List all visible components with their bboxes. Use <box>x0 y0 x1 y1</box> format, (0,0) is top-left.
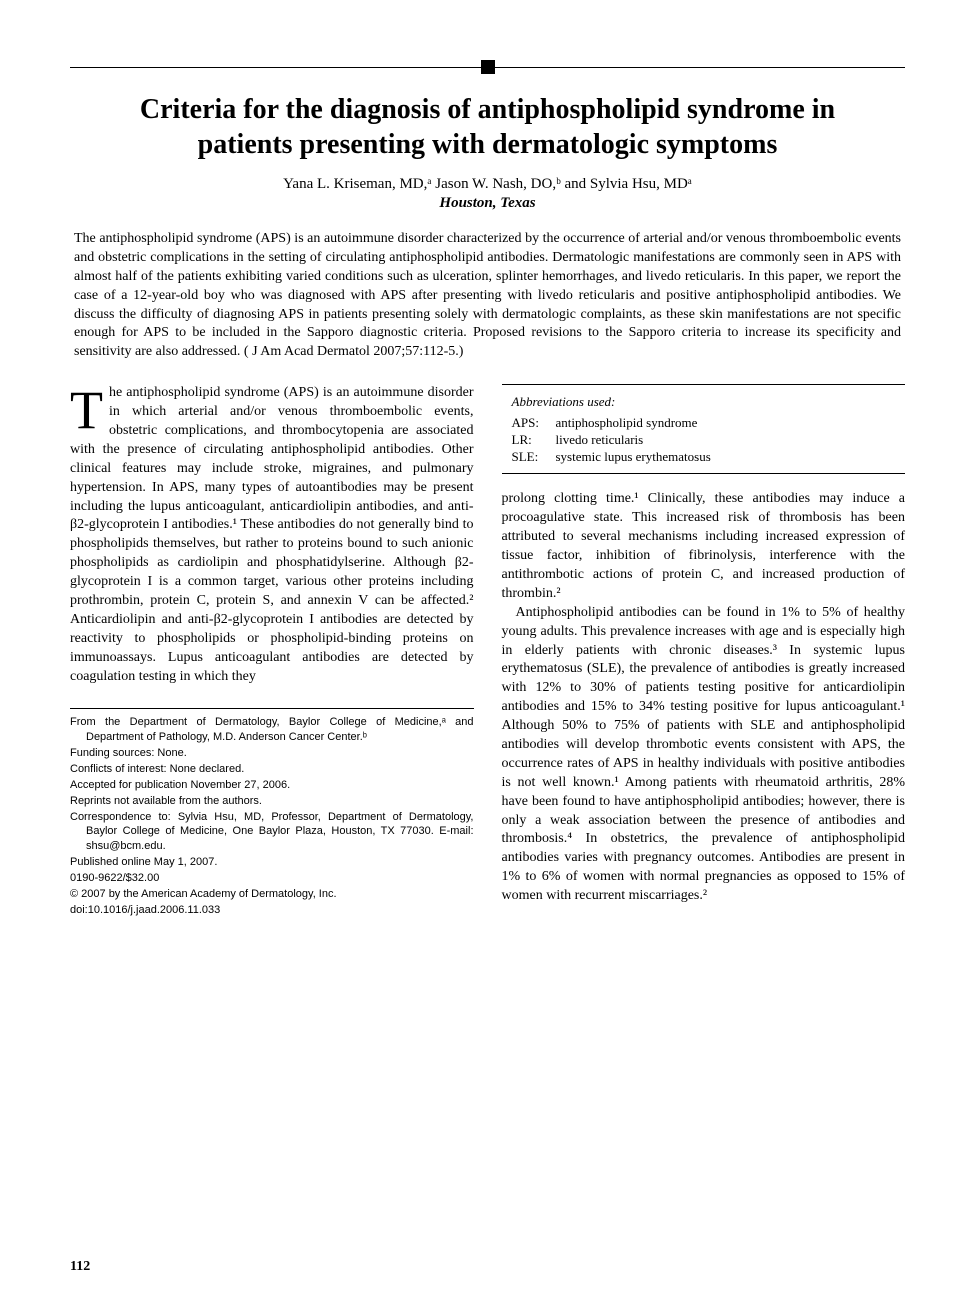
abstract-text: The antiphospholipid syndrome (APS) is a… <box>70 230 905 362</box>
body-paragraph-3: Antiphospholipid antibodies can be found… <box>502 604 906 906</box>
body-text-1: he antiphospholipid syndrome (APS) is an… <box>70 385 474 683</box>
abbrev-val: systemic lupus erythematosus <box>556 449 711 466</box>
abbrev-val: livedo reticularis <box>556 432 644 449</box>
footnote-affiliation: From the Department of Dermatology, Bayl… <box>70 715 474 745</box>
footnote-published: Published online May 1, 2007. <box>70 855 474 870</box>
column-left: The antiphospholipid syndrome (APS) is a… <box>70 384 474 918</box>
body-paragraph-2: prolong clotting time.¹ Clinically, thes… <box>502 490 906 603</box>
header-ornament <box>70 60 905 74</box>
authors-line: Yana L. Kriseman, MD,ᵃ Jason W. Nash, DO… <box>70 176 905 193</box>
location-line: Houston, Texas <box>70 195 905 212</box>
footnote-doi: doi:10.1016/j.jaad.2006.11.033 <box>70 903 474 918</box>
abbrev-key: APS: <box>512 415 556 432</box>
footnote-correspondence: Correspondence to: Sylvia Hsu, MD, Profe… <box>70 810 474 855</box>
page-number: 112 <box>70 1259 90 1275</box>
article-title: Criteria for the diagnosis of antiphosph… <box>70 92 905 162</box>
two-column-layout: The antiphospholipid syndrome (APS) is a… <box>70 384 905 918</box>
column-right: Abbreviations used: APS: antiphospholipi… <box>502 384 906 918</box>
body-paragraph-1: The antiphospholipid syndrome (APS) is a… <box>70 384 474 686</box>
footnote-issn: 0190-9622/$32.00 <box>70 871 474 886</box>
abbrev-key: SLE: <box>512 449 556 466</box>
ornament-line-left <box>70 67 481 68</box>
abbrev-row: LR: livedo reticularis <box>512 432 896 449</box>
abbrev-row: APS: antiphospholipid syndrome <box>512 415 896 432</box>
footnote-copyright: © 2007 by the American Academy of Dermat… <box>70 887 474 902</box>
ornament-square <box>481 60 495 74</box>
abbreviations-title: Abbreviations used: <box>512 393 896 411</box>
footnote-conflicts: Conflicts of interest: None declared. <box>70 762 474 777</box>
footnote-funding: Funding sources: None. <box>70 746 474 761</box>
abbrev-val: antiphospholipid syndrome <box>556 415 698 432</box>
drop-cap: T <box>70 384 109 434</box>
abbrev-key: LR: <box>512 432 556 449</box>
footnote-accepted: Accepted for publication November 27, 20… <box>70 778 474 793</box>
footnote-reprints: Reprints not available from the authors. <box>70 794 474 809</box>
footnotes-block: From the Department of Dermatology, Bayl… <box>70 708 474 917</box>
ornament-line-right <box>495 67 906 68</box>
abbreviations-box: Abbreviations used: APS: antiphospholipi… <box>502 384 906 474</box>
abbrev-row: SLE: systemic lupus erythematosus <box>512 449 896 466</box>
